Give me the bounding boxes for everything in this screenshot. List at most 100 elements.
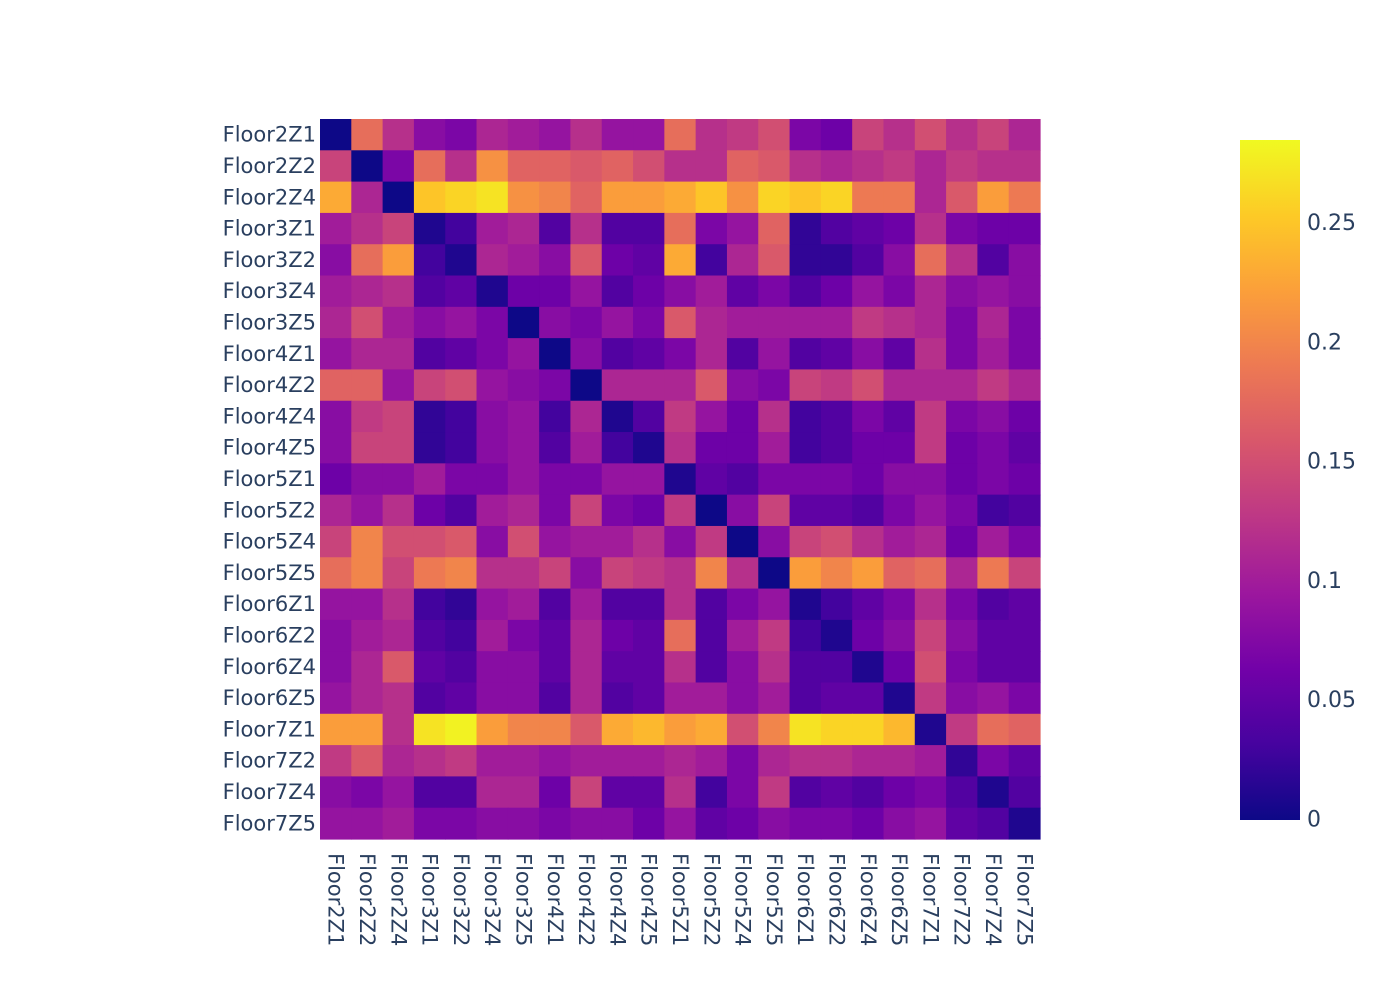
heatmap-cell <box>915 401 947 433</box>
y-tick-label: Floor5Z4 <box>223 530 316 554</box>
heatmap-cell <box>602 463 634 495</box>
heatmap-cell <box>821 651 853 683</box>
heatmap-cell <box>383 182 415 214</box>
heatmap-cell <box>320 745 352 777</box>
heatmap-cell <box>696 589 728 621</box>
heatmap-cell <box>539 213 571 245</box>
heatmap-cell <box>790 557 822 589</box>
heatmap-cell <box>977 213 1009 245</box>
heatmap-cell <box>508 651 540 683</box>
heatmap-cell <box>570 526 602 558</box>
heatmap-cell <box>946 338 978 370</box>
heatmap-cell <box>508 495 540 527</box>
heatmap-cell <box>351 119 383 151</box>
heatmap-cell <box>383 369 415 401</box>
heatmap-cell <box>351 213 383 245</box>
heatmap-cell <box>539 307 571 339</box>
heatmap-cell <box>821 808 853 840</box>
heatmap-cell <box>946 714 978 746</box>
heatmap-cell <box>821 369 853 401</box>
heatmap-cell <box>414 557 446 589</box>
y-tick-label: Floor7Z1 <box>223 717 316 741</box>
heatmap-cell <box>946 276 978 308</box>
heatmap-cell <box>915 369 947 401</box>
heatmap-cell <box>977 526 1009 558</box>
heatmap-cell <box>539 182 571 214</box>
heatmap-cell <box>1009 432 1041 464</box>
heatmap-cell <box>602 307 634 339</box>
heatmap-cell <box>445 182 477 214</box>
heatmap-cell <box>664 119 696 151</box>
heatmap-cell <box>727 338 759 370</box>
heatmap-cell <box>977 808 1009 840</box>
heatmap-cell <box>852 808 884 840</box>
heatmap-cell <box>633 557 665 589</box>
y-tick-label: Floor5Z1 <box>223 467 316 491</box>
heatmap-cell <box>508 276 540 308</box>
heatmap-cell <box>915 620 947 652</box>
heatmap-cell <box>977 776 1009 808</box>
heatmap-cell <box>320 244 352 276</box>
heatmap-cell <box>790 463 822 495</box>
heatmap-cell <box>696 182 728 214</box>
y-tick-label: Floor2Z2 <box>223 154 316 178</box>
heatmap-cell <box>477 776 509 808</box>
heatmap-cell <box>664 714 696 746</box>
heatmap-cell <box>727 276 759 308</box>
heatmap-cell <box>383 495 415 527</box>
heatmap-cell <box>664 150 696 182</box>
heatmap-cell <box>790 150 822 182</box>
colorbar-tick-label: 0.1 <box>1307 569 1342 594</box>
heatmap-cell <box>946 150 978 182</box>
heatmap-cell <box>351 182 383 214</box>
heatmap-cell <box>602 526 634 558</box>
heatmap-cell <box>727 808 759 840</box>
heatmap-cell <box>414 213 446 245</box>
heatmap-cell <box>883 338 915 370</box>
heatmap-cell <box>570 369 602 401</box>
heatmap-cell <box>633 244 665 276</box>
heatmap-cell <box>383 557 415 589</box>
heatmap-cell <box>946 589 978 621</box>
x-tick-label: Floor4Z2 <box>574 853 598 946</box>
heatmap-cell <box>790 776 822 808</box>
heatmap-cell <box>633 776 665 808</box>
heatmap-cell <box>383 714 415 746</box>
heatmap-cell <box>633 463 665 495</box>
heatmap-cell <box>570 682 602 714</box>
heatmap-cell <box>477 589 509 621</box>
heatmap-cell <box>320 463 352 495</box>
heatmap-cell <box>758 651 790 683</box>
heatmap-cells <box>320 119 1041 840</box>
heatmap-cell <box>977 463 1009 495</box>
heatmap-cell <box>508 776 540 808</box>
heatmap-cell <box>445 651 477 683</box>
heatmap-cell <box>1009 119 1041 151</box>
heatmap-cell <box>915 182 947 214</box>
heatmap-cell <box>602 244 634 276</box>
heatmap-cell <box>602 620 634 652</box>
heatmap-cell <box>758 714 790 746</box>
heatmap-cell <box>664 495 696 527</box>
heatmap-cell <box>696 463 728 495</box>
heatmap-cell <box>477 682 509 714</box>
heatmap-cell <box>320 682 352 714</box>
heatmap-cell <box>915 150 947 182</box>
heatmap-cell <box>664 589 696 621</box>
heatmap-cell <box>383 150 415 182</box>
heatmap-cell <box>320 495 352 527</box>
heatmap-cell <box>852 182 884 214</box>
heatmap-cell <box>946 776 978 808</box>
heatmap-cell <box>852 714 884 746</box>
x-tick-label: Floor2Z1 <box>324 853 348 946</box>
x-tick-label: Floor7Z5 <box>1012 853 1036 946</box>
heatmap-cell <box>602 589 634 621</box>
heatmap-cell <box>445 276 477 308</box>
heatmap-cell <box>696 714 728 746</box>
heatmap-cell <box>320 150 352 182</box>
x-tick-label: Floor5Z1 <box>668 853 692 946</box>
heatmap-cell <box>852 244 884 276</box>
heatmap-cell <box>383 682 415 714</box>
heatmap-cell <box>633 714 665 746</box>
heatmap-cell <box>696 682 728 714</box>
